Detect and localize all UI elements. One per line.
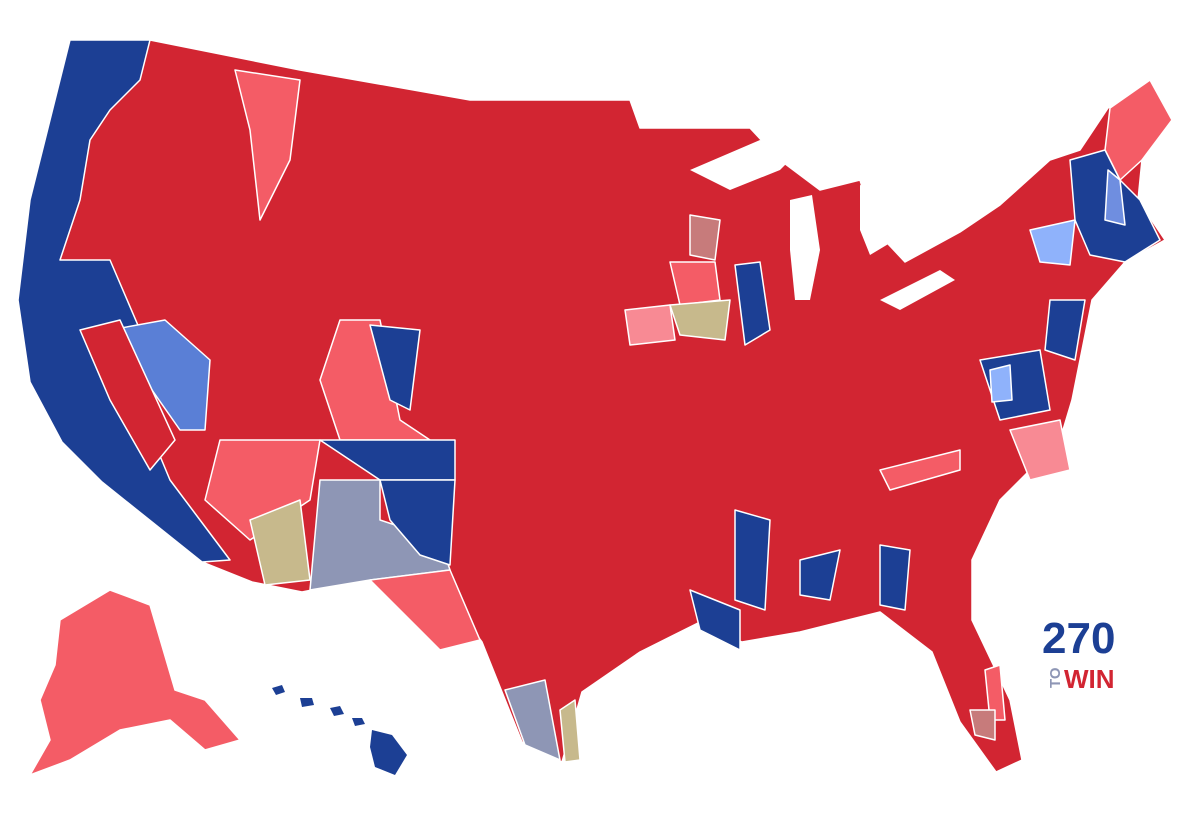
lake-michigan [790, 195, 820, 300]
tennessee-pink [879, 449, 961, 491]
logo: 270 TO WIN [1042, 614, 1115, 694]
chicago [734, 261, 771, 346]
hawaii [272, 685, 407, 775]
west-coast [17, 39, 231, 563]
south-texas [504, 679, 561, 761]
mississippi-delta [734, 509, 771, 611]
arizona-tan [249, 499, 311, 586]
alabama-blue [799, 549, 841, 601]
iowa-light [624, 304, 676, 346]
georgia-blue [879, 544, 911, 611]
alaska [29, 589, 241, 776]
nevada-district [109, 319, 211, 431]
iowa-tan [669, 299, 731, 341]
logo-win: WIN [1064, 664, 1115, 694]
wisconsin-rose [689, 214, 721, 261]
texas-coast [559, 699, 581, 763]
logo-to: TO [1047, 667, 1064, 688]
sierra-district [79, 319, 176, 471]
west-texas [369, 569, 481, 651]
florida-pink [984, 664, 1006, 721]
ny-light [1029, 219, 1076, 266]
virginia-light [989, 364, 1013, 403]
nh-light [1104, 169, 1126, 226]
north-carolina [1009, 419, 1071, 481]
iowa-pink [669, 261, 721, 306]
logo-number: 270 [1042, 614, 1115, 663]
lake-huron-erie [860, 185, 955, 310]
nm-blue [379, 479, 456, 566]
lake-superior [690, 140, 800, 190]
florida-rose [969, 709, 996, 741]
louisiana-blue [689, 589, 741, 651]
idaho-montana [234, 69, 301, 221]
